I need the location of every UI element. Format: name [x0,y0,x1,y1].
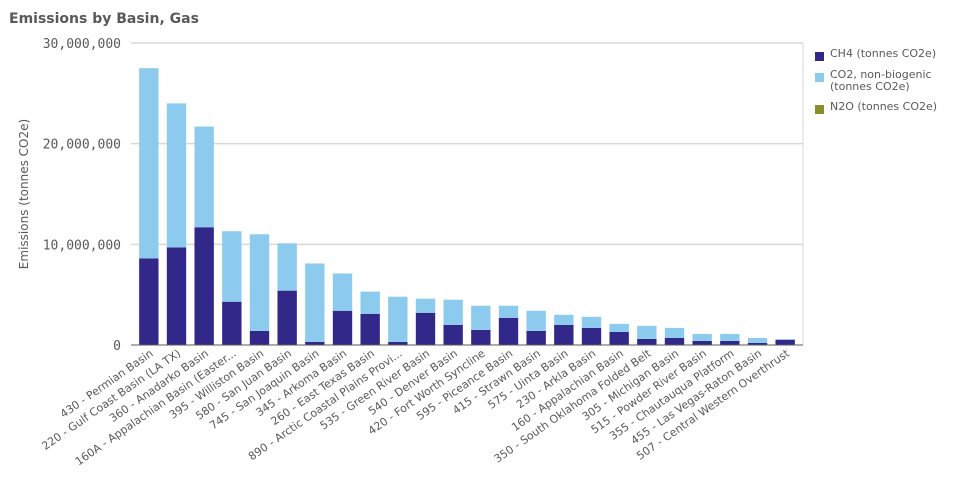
bar-co2 [692,333,712,341]
bar-co2 [720,333,740,341]
legend-item-ch4[interactable]: CH4 (tonnes CO2e) [815,48,965,61]
bar-co2 [222,231,242,302]
bar-ch4 [581,327,602,345]
legend-item-co2[interactable]: CO2, non-biogenic (tonnes CO2e) [815,69,965,93]
bar-ch4 [637,338,657,345]
bar-co2 [581,316,602,328]
bar-co2 [443,299,463,325]
bar-ch4 [249,330,270,345]
y-tick-label: 0 [113,339,121,354]
bar-co2 [637,325,657,339]
y-axis-label: Emissions (tonnes CO2e) [17,119,31,269]
bar-co2 [194,126,214,228]
legend: CH4 (tonnes CO2e) CO2, non-biogenic (ton… [815,48,965,122]
bar-ch4 [139,258,159,345]
legend-label-n2o: N2O (tonnes CO2e) [830,100,938,113]
bar-co2 [747,337,768,343]
bar-ch4 [526,330,546,345]
bar-ch4 [720,340,740,345]
bar-co2 [277,243,297,291]
bar-co2 [332,273,353,311]
bar-co2 [471,305,491,330]
bar-co2 [664,327,685,338]
bar-co2 [554,314,574,325]
chart-title: Emissions by Basin, Gas [9,11,199,27]
bar-ch4 [166,247,187,345]
y-tick-label: 20,000,000 [43,138,121,153]
bar-ch4 [471,329,491,345]
bar-ch4 [305,341,325,345]
bar-co2 [526,310,546,331]
bar-co2 [388,296,408,342]
legend-item-n2o[interactable]: N2O (tonnes CO2e) [815,101,965,114]
bar-ch4 [692,340,712,345]
bar-co2 [415,298,436,313]
legend-label-ch4: CH4 (tonnes CO2e) [830,47,937,60]
bar-ch4 [609,331,629,345]
bar-ch4 [664,337,685,345]
legend-swatch-n2o [815,105,824,114]
bar-co2 [775,338,795,340]
bar-co2 [249,234,270,331]
bar-co2 [139,68,159,259]
legend-swatch-co2 [815,73,824,82]
bar-ch4 [360,313,380,345]
bar-co2 [360,291,380,314]
bar-ch4 [332,310,353,345]
bar-co2 [498,305,519,318]
bar-ch4 [388,341,408,345]
bar-co2 [166,103,187,248]
bar-ch4 [554,324,574,345]
legend-label-co2: CO2, non-biogenic (tonnes CO2e) [830,68,932,93]
bar-co2 [609,323,629,332]
bar-ch4 [222,301,242,345]
bar-ch4 [498,317,519,345]
legend-swatch-ch4 [815,52,824,61]
y-tick-label: 10,000,000 [43,238,121,253]
bar-ch4 [415,312,436,345]
y-tick-label: 30,000,000 [43,37,121,52]
bar-ch4 [775,339,795,345]
bar-ch4 [443,324,463,345]
bar-ch4 [194,227,214,345]
bar-co2 [305,263,325,342]
bar-ch4 [277,290,297,345]
bar-ch4 [747,342,768,345]
